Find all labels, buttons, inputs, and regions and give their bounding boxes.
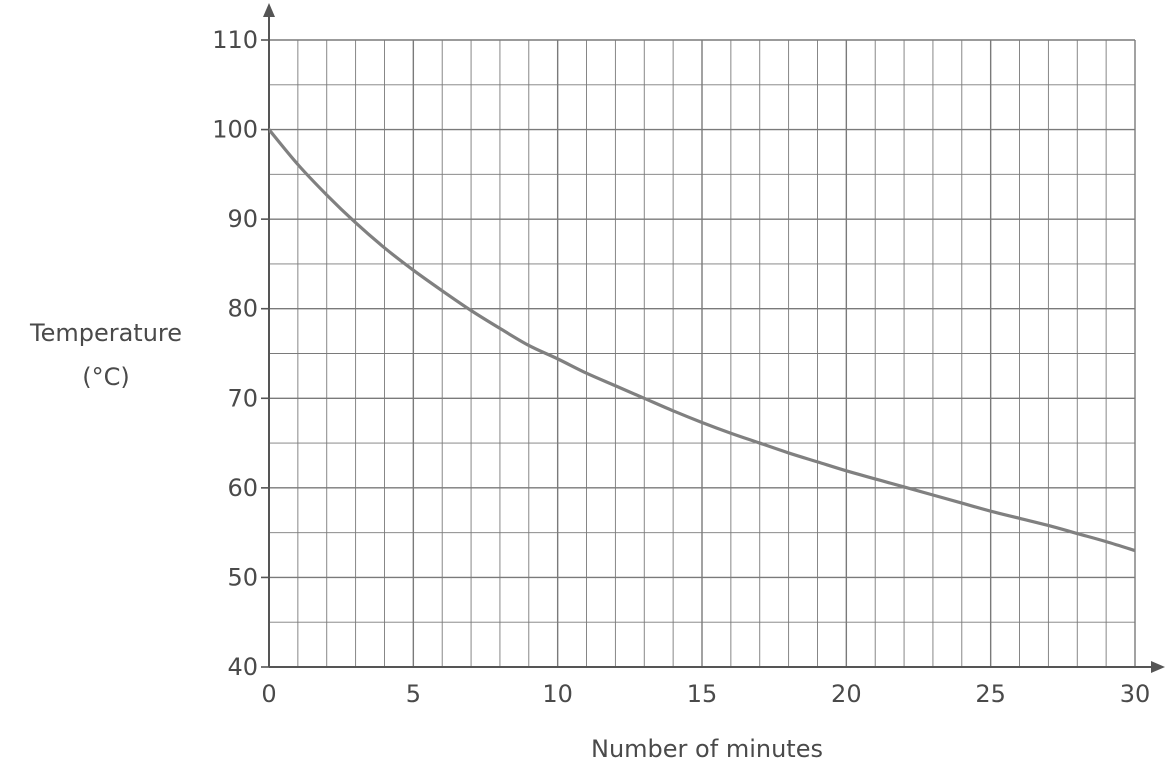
series-layer (269, 127, 1135, 553)
y-tick-label: 100 (212, 116, 258, 144)
y-tick-label: 50 (227, 563, 258, 591)
x-tick-label: 25 (975, 680, 1006, 708)
y-tick-label: 60 (227, 474, 258, 502)
tick-labels: 40 50 60 70 80 90 100 110 0 5 10 15 20 25 30 (212, 26, 1150, 708)
x-axis-title: Number of minutes (591, 735, 823, 763)
y-axis-title-line2: (°C) (82, 363, 129, 391)
axes (261, 3, 1165, 673)
x-tick-label: 30 (1120, 680, 1151, 708)
y-tick-label: 90 (227, 205, 258, 233)
y-tick-label: 110 (212, 26, 258, 54)
x-tick-label: 15 (687, 680, 718, 708)
x-tick-label: 0 (261, 680, 276, 708)
grid (268, 39, 1136, 668)
x-tick-label: 20 (831, 680, 862, 708)
axis-titles: Number of minutes Temperature (°C) (29, 319, 823, 763)
y-tick-label: 40 (227, 653, 258, 681)
x-axis-arrow-icon (1151, 661, 1165, 673)
y-tick-label: 80 (227, 295, 258, 323)
x-tick-label: 10 (542, 680, 573, 708)
x-tick-label: 5 (406, 680, 421, 708)
temperature-curve (269, 127, 1135, 553)
y-axis-arrow-icon (263, 3, 275, 17)
y-axis-title-line1: Temperature (29, 319, 182, 347)
y-tick-label: 70 (227, 384, 258, 412)
